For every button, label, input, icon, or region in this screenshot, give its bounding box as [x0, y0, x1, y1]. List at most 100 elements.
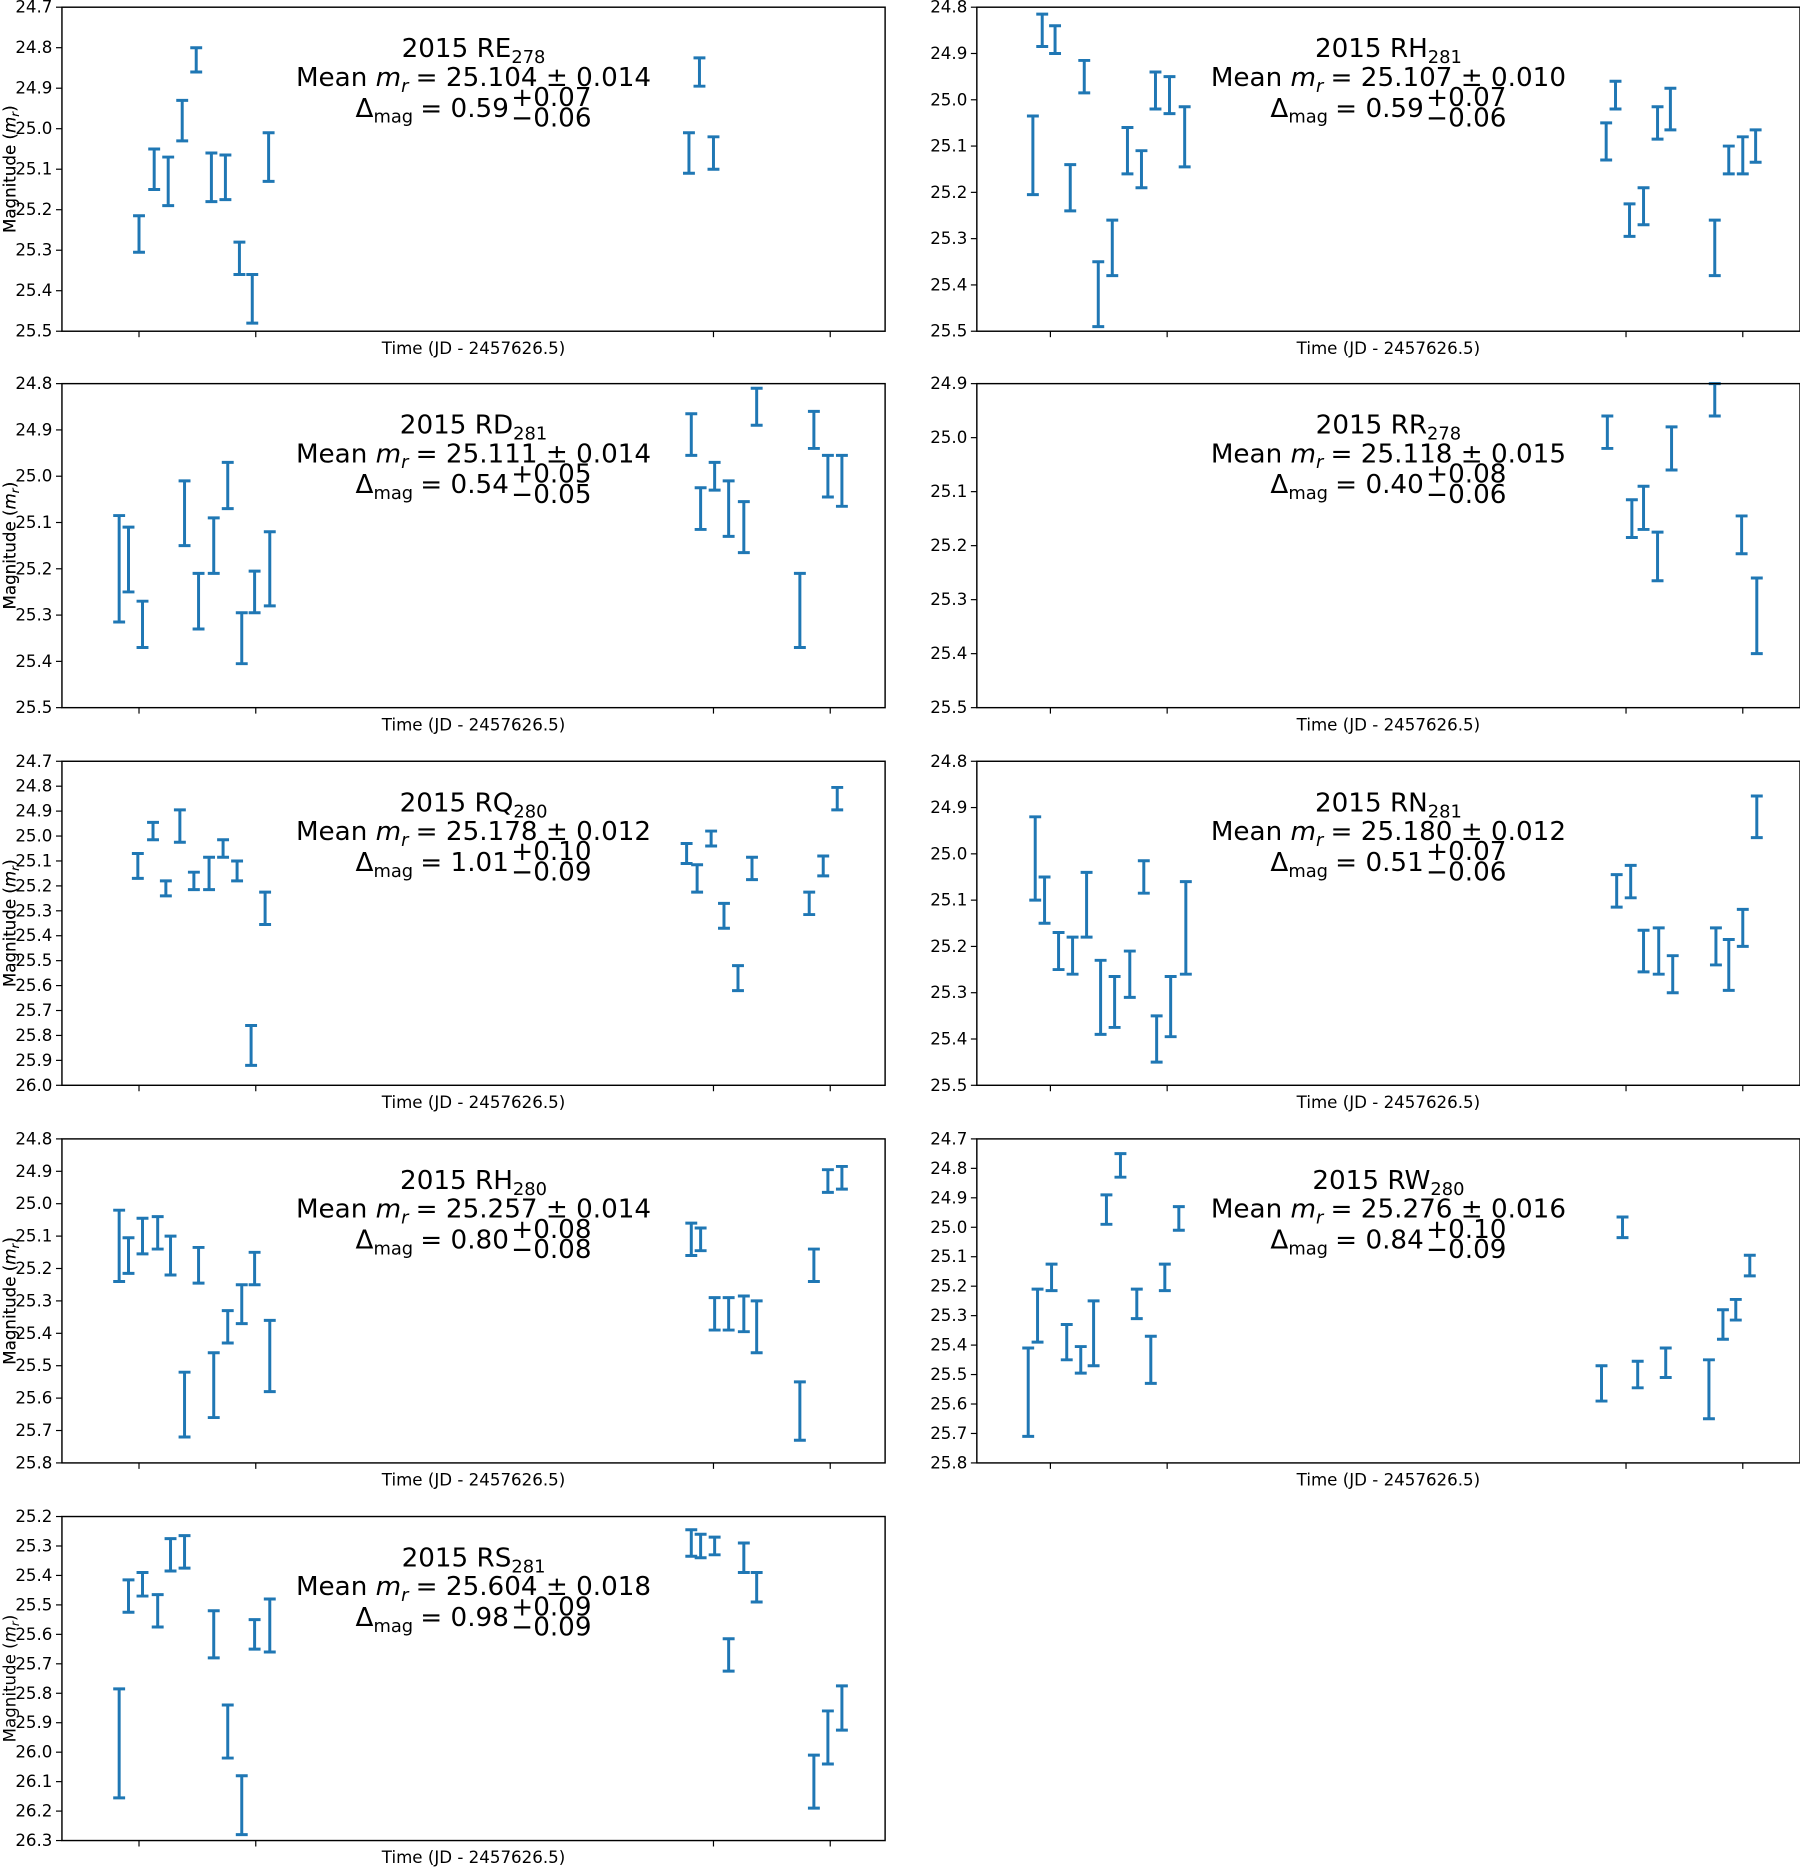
- x-axis-label: Time (JD - 2457626.5): [1296, 1093, 1480, 1112]
- y-tick-label: 25.3: [15, 1536, 52, 1555]
- error-bar: [722, 1296, 735, 1332]
- error-bar: [1743, 1253, 1756, 1278]
- delta-value: = 0.59: [1335, 94, 1424, 124]
- y-label-text: Magnitude (: [0, 509, 19, 609]
- error-bar: [708, 1296, 721, 1332]
- error-bar: [133, 214, 145, 254]
- delta-plus: +0.07: [1426, 837, 1506, 867]
- y-tick-label: 24.8: [930, 0, 967, 17]
- y-tick-label: 25.4: [930, 1030, 967, 1049]
- delta-line: Δmag = 0.59: [1270, 94, 1423, 128]
- delta-plus: +0.07: [1426, 83, 1506, 113]
- delta-sub: mag: [373, 1238, 413, 1259]
- y-tick-label: 24.9: [930, 798, 967, 817]
- x-axis-label: Time (JD - 2457626.5): [381, 1093, 565, 1112]
- delta-sub: mag: [1288, 1238, 1328, 1259]
- title-sub: 278: [1427, 424, 1461, 445]
- y-tick-label: 25.3: [15, 901, 52, 920]
- y-axis-label: Magnitude (mr): [0, 105, 22, 233]
- error-bar: [262, 131, 275, 183]
- y-label-text: Magnitude (: [0, 1642, 19, 1742]
- error-bar: [1609, 79, 1622, 111]
- y-tick-label: 25.5: [15, 951, 52, 970]
- y-label-close: ): [0, 1237, 19, 1244]
- delta-symbol: Δ: [1270, 94, 1288, 124]
- error-bar: [248, 1250, 261, 1287]
- mean-value: = 25.107 ± 0.010: [1331, 63, 1566, 93]
- error-bar: [1036, 12, 1049, 49]
- y-tick-label: 24.7: [15, 0, 52, 17]
- mean-symbol-sub: r: [401, 1585, 410, 1606]
- axes-frame: [61, 760, 886, 1087]
- panel-title: 2015 RS281: [402, 1544, 546, 1578]
- error-bar: [708, 1535, 721, 1557]
- delta-line: Δmag = 0.84: [1270, 1225, 1423, 1259]
- y-label-sub: r: [8, 865, 22, 871]
- y-label-close: ): [0, 1615, 19, 1622]
- delta-minus: −0.06: [1426, 857, 1506, 887]
- y-tick-label: 25.9: [15, 1051, 52, 1070]
- y-tick-label: 25.2: [930, 183, 967, 202]
- error-bar: [682, 131, 695, 175]
- y-tick-label: 24.9: [15, 79, 52, 98]
- title-name: 2015 RQ: [400, 788, 514, 818]
- y-label-text: Magnitude (: [0, 887, 19, 987]
- y-tick-label: 25.8: [15, 1684, 52, 1703]
- y-axis-label: Magnitude (mr): [0, 859, 22, 987]
- y-tick-label: 25.8: [930, 1453, 967, 1472]
- error-bar: [263, 1318, 276, 1394]
- error-bar: [1130, 1287, 1143, 1321]
- y-tick-label: 25.3: [930, 1306, 967, 1325]
- y-tick-label: 25.4: [15, 281, 52, 300]
- error-bar: [1736, 135, 1749, 176]
- y-tick-label: 25.3: [930, 590, 967, 609]
- error-bar: [187, 870, 200, 892]
- y-tick-label: 24.9: [15, 1162, 52, 1181]
- y-tick-label: 25.0: [15, 827, 52, 846]
- y-tick-label: 25.7: [930, 1424, 967, 1443]
- error-bar: [707, 135, 720, 171]
- panel-title: 2015 RQ280: [400, 788, 548, 822]
- error-bar: [803, 890, 816, 917]
- x-axis-label: Time (JD - 2457626.5): [381, 339, 565, 358]
- y-tick-label: 25.2: [15, 559, 52, 578]
- mean-symbol-sub: r: [1316, 76, 1325, 97]
- y-tick-label: 24.8: [15, 374, 52, 393]
- title-sub: 281: [1428, 801, 1462, 822]
- error-bar: [1135, 149, 1148, 190]
- error-bar: [722, 1637, 735, 1673]
- error-bar: [235, 1774, 248, 1837]
- error-bar: [1600, 121, 1613, 162]
- axes-frame: [61, 1515, 886, 1842]
- error-bar: [259, 890, 272, 927]
- x-axis-label: Time (JD - 2457626.5): [381, 1848, 565, 1867]
- mean-value: = 25.118 ± 0.015: [1331, 439, 1566, 469]
- mean-label: Mean: [296, 1572, 367, 1602]
- error-bar: [1123, 949, 1136, 999]
- y-label-text: Magnitude (: [0, 133, 19, 233]
- delta-line: Δmag = 0.80: [356, 1225, 509, 1259]
- y-tick-label: 25.6: [15, 1625, 52, 1644]
- error-bar: [807, 409, 820, 450]
- y-label-text: Magnitude (: [0, 509, 19, 609]
- error-bar: [1045, 1262, 1058, 1293]
- y-label-sub: r: [8, 487, 22, 493]
- delta-minus: −0.09: [511, 857, 591, 887]
- y-tick-label: 25.4: [930, 1336, 967, 1355]
- y-tick-label: 25.0: [930, 428, 967, 447]
- y-tick-label: 25.7: [15, 1001, 52, 1020]
- mean-symbol-sub: r: [1316, 1207, 1325, 1228]
- axes-frame: [976, 1138, 1800, 1464]
- y-tick-label: 24.9: [15, 420, 52, 439]
- title-sub: 280: [513, 801, 547, 822]
- error-bar: [685, 1221, 698, 1258]
- mean-value: = 25.276 ± 0.016: [1331, 1195, 1566, 1225]
- delta-line: Δmag = 0.54: [356, 470, 509, 504]
- mean-line: Mean mr = 25.604 ± 0.018: [296, 1572, 651, 1606]
- y-label-symbol: m: [0, 493, 19, 509]
- error-bar: [248, 1618, 261, 1651]
- error-bar: [835, 1164, 848, 1191]
- x-axis-label: Time (JD - 2457626.5): [381, 1471, 565, 1490]
- y-label-text: Magnitude (: [0, 887, 19, 987]
- y-label-close: ): [0, 859, 19, 866]
